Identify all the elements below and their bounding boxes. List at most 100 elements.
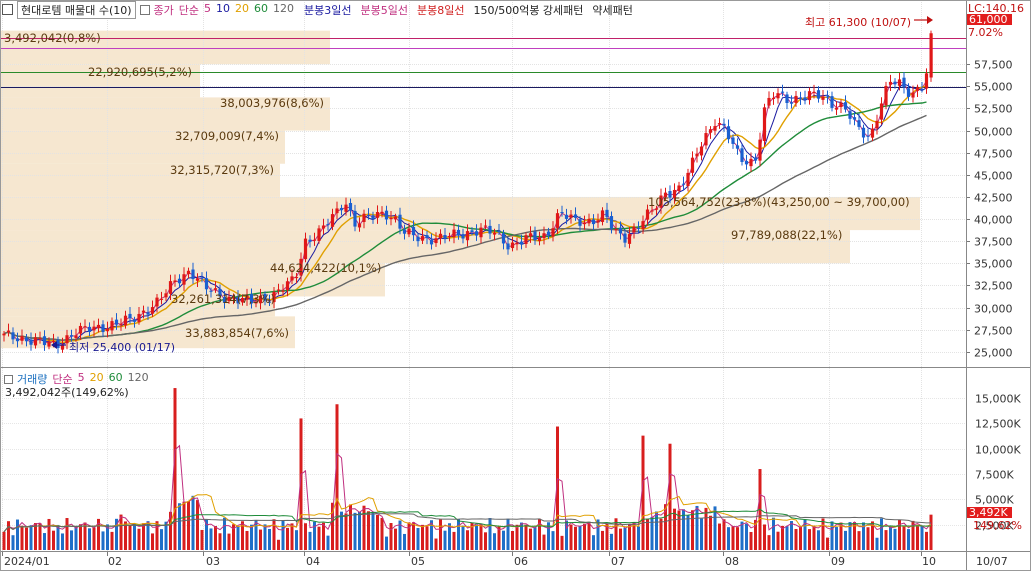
- volume-bar: [322, 522, 325, 550]
- candle-body: [497, 231, 501, 233]
- chart-title[interactable]: 현대로템 매물대 수(10): [17, 0, 136, 19]
- candle-body: [897, 79, 902, 86]
- candle-body: [717, 123, 722, 125]
- candle-body: [33, 337, 38, 346]
- volume-bar: [713, 506, 717, 550]
- volume-legend-item-1[interactable]: 단순: [52, 373, 73, 386]
- candle-body: [551, 228, 555, 237]
- candle-body: [146, 312, 150, 315]
- candle-body: [231, 297, 236, 299]
- x-tick-label: 04: [306, 555, 320, 568]
- candle-body: [402, 229, 407, 234]
- volume-bar: [407, 522, 411, 550]
- candle-body: [519, 241, 524, 245]
- pattern-legend-item-0[interactable]: 분봉3일선: [304, 3, 352, 17]
- volume-legend-item-3[interactable]: 20: [89, 371, 104, 384]
- volume-ma-line: [3, 494, 932, 533]
- candle-body: [888, 81, 893, 85]
- candle-body: [857, 120, 861, 127]
- volume-legend-item-2[interactable]: 5: [77, 371, 85, 384]
- candle-body: [578, 219, 582, 226]
- candle-body: [164, 293, 168, 298]
- candle-body: [137, 313, 141, 323]
- candle-body: [753, 157, 758, 161]
- ma-legend-item-1[interactable]: 단순: [178, 3, 200, 17]
- candle-body: [614, 229, 618, 231]
- low-arrow-head: [51, 341, 57, 349]
- volume-bar: [457, 519, 460, 550]
- volume-profile-label: 32,261,314(7,3%): [171, 292, 275, 306]
- volume-legend-item-5[interactable]: 120: [127, 371, 149, 384]
- candle-body: [119, 324, 123, 326]
- pattern-legend-item-4[interactable]: 약세패턴: [592, 3, 633, 17]
- volume-bar: [551, 531, 555, 550]
- candle-body: [501, 233, 506, 244]
- candle-body: [749, 158, 753, 167]
- candle-body: [87, 326, 92, 332]
- horizontal-lines: [0, 38, 966, 88]
- ma-line: [3, 114, 927, 341]
- candle-body: [393, 216, 398, 220]
- candle-body: [24, 337, 29, 342]
- ma-legend-item-5[interactable]: 60: [254, 1, 269, 15]
- candle-body: [65, 335, 69, 344]
- volume-bar: [893, 528, 897, 550]
- x-tick-label: 05: [411, 555, 425, 568]
- volume-bar: [704, 507, 708, 550]
- pattern-legend-item-1[interactable]: 분봉5일선: [360, 3, 409, 17]
- candle-body: [870, 128, 875, 138]
- x-tick-label: 06: [514, 555, 528, 568]
- candle-body: [227, 296, 231, 302]
- volume-bar: [583, 523, 586, 550]
- candle-body: [96, 324, 101, 329]
- volume-profile-label: 32,709,009(7,4%): [175, 129, 279, 143]
- candle-body: [515, 242, 519, 245]
- ma-legend-item-6[interactable]: 120: [273, 1, 295, 15]
- candle-body: [708, 129, 713, 133]
- volume-legend: 거래량 단순 5 20 60 120: [4, 371, 149, 387]
- candle-body: [726, 126, 731, 140]
- volume-bar: [709, 515, 712, 550]
- price-tick-label: 45,000: [974, 170, 1013, 183]
- ma-legend-item-4[interactable]: 20: [235, 1, 250, 15]
- pattern-legend-item-3[interactable]: 150/500억봉 강세패턴: [473, 3, 584, 17]
- ma-legend-item-2[interactable]: 5: [204, 1, 212, 15]
- volume-profile-bar: [0, 97, 330, 131]
- ma-legend-item-0[interactable]: 종가: [153, 3, 174, 17]
- volume-bar: [358, 511, 361, 550]
- volume-bar: [691, 510, 694, 550]
- ma-legend-item-3[interactable]: 10: [216, 1, 231, 15]
- volume-bar: [97, 518, 100, 550]
- volume-bar: [605, 523, 609, 550]
- candle-body: [29, 339, 33, 345]
- volume-profile-bar: [0, 296, 275, 317]
- candle-body: [474, 231, 479, 236]
- volume-bar: [754, 519, 757, 550]
- volume-bar: [767, 535, 771, 550]
- candles: [2, 30, 933, 354]
- volume-legend-item-0[interactable]: 거래량: [17, 373, 48, 386]
- pattern-legend-item-2[interactable]: 분봉8일선: [417, 3, 465, 17]
- menu-box-icon[interactable]: [2, 4, 13, 15]
- volume-bar: [47, 518, 51, 550]
- volume-bar: [655, 511, 658, 550]
- candle-body: [11, 332, 15, 340]
- volume-bar: [353, 512, 357, 550]
- candle-body: [807, 91, 812, 101]
- candle-body: [830, 96, 834, 108]
- volume-bar: [2, 531, 6, 550]
- candle-body: [420, 236, 425, 241]
- candle-body: [569, 214, 573, 218]
- candle-body: [6, 330, 11, 333]
- volume-bar: [128, 525, 132, 550]
- candle-body: [798, 97, 803, 99]
- volume-readout: 3,492,042주(149,62%): [5, 386, 129, 399]
- candle-body: [195, 278, 200, 281]
- candle-body: [596, 220, 600, 223]
- candle-body: [713, 126, 717, 131]
- candle-body: [645, 209, 650, 220]
- volume-bar: [38, 523, 42, 550]
- x-tick-label: 08: [725, 555, 739, 568]
- volume-bar: [227, 533, 231, 550]
- volume-legend-item-4[interactable]: 60: [108, 371, 123, 384]
